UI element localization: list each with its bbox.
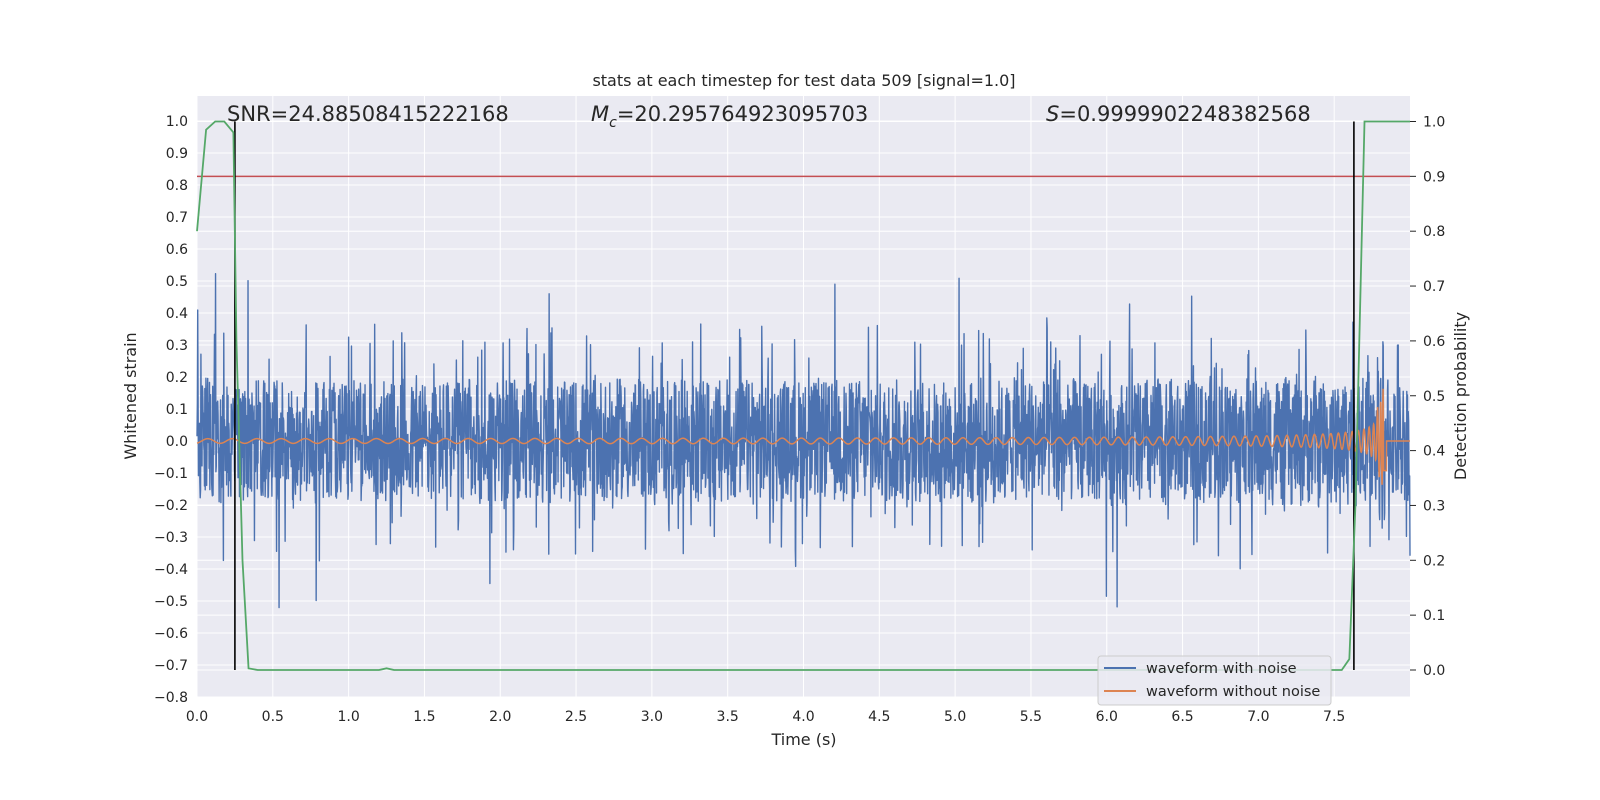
legend: waveform with noise waveform without noi… <box>1097 655 1332 706</box>
x-axis-label: Time (s) <box>770 730 836 749</box>
x-tick-label: 1.5 <box>413 709 435 725</box>
y2-tick-label: 0.0 <box>1423 663 1445 679</box>
y2-tick-label: 0.4 <box>1423 444 1445 460</box>
x-tick-label: 7.0 <box>1247 709 1269 725</box>
y2-tick-label: 1.0 <box>1423 115 1445 131</box>
x-axis-ticks: 0.0 0.5 1.0 1.5 2.0 2.5 3.0 3.5 4.0 4.5 5.0 5.5 6.0 6… <box>186 709 1345 725</box>
x-tick-label: 3.5 <box>717 709 739 725</box>
y-tick-label: −0.1 <box>154 466 188 482</box>
x-tick-label: 0.0 <box>186 709 208 725</box>
y2-axis-label: Detection probability <box>1451 312 1470 480</box>
y-tick-label: 0.5 <box>166 274 188 290</box>
x-tick-label: 6.5 <box>1171 709 1193 725</box>
legend-label-clean: waveform without noise <box>1146 684 1320 700</box>
y-tick-label: 0.0 <box>166 434 188 450</box>
y-tick-label: 0.1 <box>166 402 188 418</box>
x-tick-label: 4.0 <box>792 709 814 725</box>
y-tick-label: −0.5 <box>154 594 188 610</box>
chirp-mass-symbol: M <box>591 102 609 126</box>
y-tick-label: 0.3 <box>166 338 188 354</box>
snr-annotation: SNR=24.88508415222168 <box>227 102 509 126</box>
score-symbol: S <box>1046 102 1059 126</box>
x-tick-label: 5.5 <box>1020 709 1042 725</box>
x-tick-label: 3.0 <box>641 709 663 725</box>
y-tick-label: −0.3 <box>154 530 188 546</box>
noise-line <box>196 272 1411 609</box>
y-tick-label: 1.0 <box>166 114 188 130</box>
y-tick-label: −0.6 <box>154 626 188 642</box>
y-axis-label: Whitened strain <box>121 332 140 459</box>
y-tick-label: −0.2 <box>154 498 188 514</box>
y-tick-label: 0.4 <box>166 306 188 322</box>
score-annotation: S=0.9999902248382568 <box>1046 102 1311 126</box>
chirp-mass-subscript: c <box>609 115 617 131</box>
score-value: =0.9999902248382568 <box>1059 102 1310 126</box>
y2-tick-label: 0.9 <box>1423 169 1445 185</box>
legend-box <box>1097 655 1332 706</box>
x-tick-label: 2.0 <box>489 709 511 725</box>
y2-tick-label: 0.1 <box>1423 608 1445 624</box>
chart-title: stats at each timestep for test data 509… <box>592 71 1015 90</box>
y2-tick-label: 0.2 <box>1423 553 1445 569</box>
y-tick-label: −0.7 <box>154 658 188 674</box>
chirp-mass-annotation: Mc=20.295764923095703 <box>591 102 868 131</box>
clean-line <box>196 388 1410 485</box>
y-tick-label: −0.4 <box>154 562 188 578</box>
waveform-without-noise-series <box>196 388 1410 485</box>
y2-tick-label: 0.5 <box>1423 389 1445 405</box>
y2-axis-ticks: 1.0 0.9 0.8 0.7 0.6 0.5 0.4 0.3 0.2 0.1 0.0 <box>1410 115 1445 679</box>
legend-label-noise: waveform with noise <box>1146 661 1297 677</box>
y-tick-label: −0.8 <box>154 690 188 706</box>
y2-tick-label: 0.3 <box>1423 498 1445 514</box>
waveform-with-noise-series <box>196 272 1411 609</box>
x-tick-label: 4.5 <box>868 709 890 725</box>
y-tick-label: 0.2 <box>166 370 188 386</box>
y-tick-label: 0.7 <box>166 210 188 226</box>
y-tick-label: 0.8 <box>166 178 188 194</box>
y2-tick-label: 0.6 <box>1423 334 1445 350</box>
x-tick-label: 2.5 <box>565 709 587 725</box>
y-tick-label: 0.9 <box>166 146 188 162</box>
chirp-mass-value: =20.295764923095703 <box>617 102 868 126</box>
x-tick-label: 7.5 <box>1323 709 1345 725</box>
detection-probability-series <box>196 120 1410 671</box>
x-tick-label: 0.5 <box>262 709 284 725</box>
y-tick-label: 0.6 <box>166 242 188 258</box>
x-tick-label: 1.0 <box>337 709 359 725</box>
x-tick-label: 6.0 <box>1096 709 1118 725</box>
y-axis-ticks: 1.0 0.9 0.8 0.7 0.6 0.5 0.4 0.3 0.2 0.1 0.0 −0.1 −0.… <box>154 114 188 706</box>
x-tick-label: 5.0 <box>944 709 966 725</box>
y2-tick-label: 0.7 <box>1423 279 1445 295</box>
detection-probability-line <box>196 120 1410 671</box>
y2-tick-label: 0.8 <box>1423 224 1445 240</box>
